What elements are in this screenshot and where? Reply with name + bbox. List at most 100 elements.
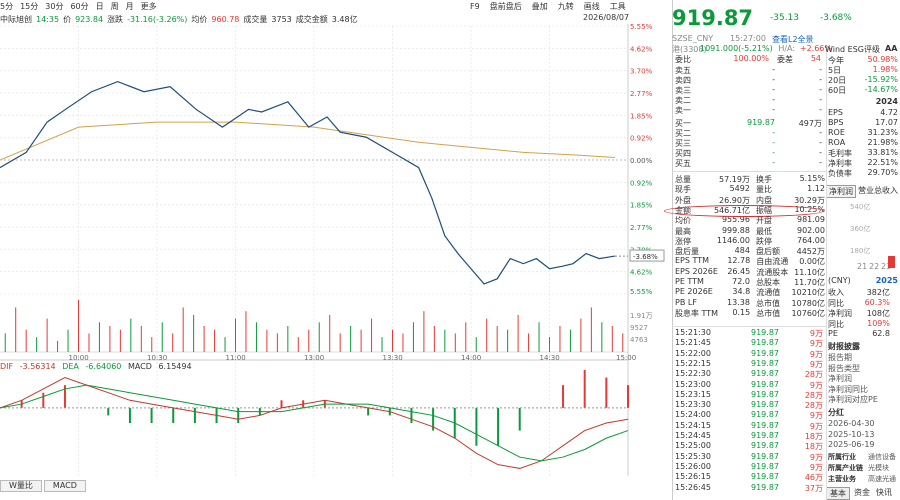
change-value: -31.16(-3.26%) [127,14,188,24]
quote-row: 2025-06-19 [828,440,898,449]
big-change: -35.13 [770,13,800,23]
dividend-date: 2026-04-30 [828,419,875,428]
perf-value: 1.98% [872,65,898,74]
quote-row: PE TTM 72.0 总股本 11.70亿 [675,277,825,288]
right-axis-label: 9527 [630,324,648,332]
bid-volume: - [819,148,822,157]
period-tab[interactable]: 周 [110,1,119,11]
stock-title: 中际旭创 [0,14,32,24]
tick-volume: 9万 [809,411,823,421]
bid-volume: - [819,158,822,167]
fin-label: ROE [828,128,845,137]
period-tab[interactable]: 30分 [45,1,64,11]
tick-volume: 9万 [809,452,823,462]
weibi-label: 委比 [675,55,691,64]
quote-row: 15:23:00 919.87 9万 [675,380,823,391]
tool-button[interactable]: 盘前盘后 [489,1,522,11]
quote-row: BPS 17.07 [828,118,898,127]
tool-button[interactable]: 九转 [557,1,574,11]
stat-value-2: 30.29万 [794,195,825,205]
side-tab-revenue[interactable]: 营业总收入 [858,186,898,195]
stat-value-2: 11.10亿 [794,267,826,277]
period-tab[interactable]: 日 [95,1,104,11]
divider [672,171,826,172]
quote-row: 总量 57.19万 换手 5.15% [675,174,825,185]
l2-badge[interactable]: 查看L2全景 [772,35,814,44]
fin-label: EPS [828,108,843,117]
current-time: 14:35 [36,14,60,24]
period-tab[interactable]: 15分 [20,1,39,11]
avg-label: 均价 [191,14,208,24]
indicator-tab[interactable]: MACD [43,480,86,492]
quote-row: 买五 - - [675,158,822,169]
amount-value: 3.48亿 [331,14,358,24]
side-axis-label: 540亿 [850,203,871,211]
panel-tab-news[interactable]: 快讯 [876,488,892,497]
ask-label: 卖五 [675,66,691,75]
ask-volume: - [819,105,822,114]
stat-value: 484 [734,246,750,256]
fin-label: 净利率 [828,159,852,168]
panel-tab-basic[interactable]: 基本 [826,487,850,500]
ha-value: +2.66% [799,44,832,53]
stat-value-2: 5.15% [799,174,825,183]
quote-row: 卖四 - - [675,75,822,86]
indicator-tabs: W量比 MACD [0,480,88,492]
tick-volume: 9万 [809,380,823,390]
tool-button[interactable]: 叠加 [531,1,548,11]
stat-value-2: 10210亿 [791,288,825,298]
tool-button[interactable]: 画线 [583,1,600,11]
bid-volume: - [819,138,822,147]
stat-value: 5492 [729,184,750,194]
quote-row: (CNY) 2025 [828,276,898,285]
fin-value: 17.07 [875,118,898,127]
fin2-unit: (CNY) [828,276,851,285]
fin2-value: 62.8 [872,329,890,338]
stat-value-2: 981.09 [796,215,825,225]
tick-volume: 28万 [804,390,823,400]
side-tab-profit[interactable]: 净利润 [826,185,856,198]
quote-row: 收入 382亿 [828,287,898,298]
side-bar [888,256,895,268]
panel-tab-fund[interactable]: 资金 [854,488,870,497]
quote-row: 卖五 - - [675,65,822,76]
stat-label-2: 换手 [755,175,772,184]
report-item: 报告类型 [828,363,860,373]
period-tab[interactable]: 更多 [140,1,157,11]
industry-label: 所属产业链 [828,464,863,472]
stat-label: 现手 [675,185,691,195]
chart-date: 2026/08/07 [583,13,630,22]
quote-row: 净利润 营业总收入 [826,185,900,198]
quote-row: 港(3308) 1091.000(-5.21%) H/A: +2.66% [672,44,832,55]
stat-value-2: 902.00 [796,225,825,235]
price-line [0,80,616,285]
quote-row: PB LF 13.38 总市值 10780亿 [675,298,825,309]
right-axis-label: 1.85% [630,112,653,120]
bid-label: 买四 [675,149,691,158]
big-price: 919.87 [672,6,754,30]
dif-label: DIF [0,362,14,371]
quote-row: 所属行业 通信设备 [828,452,900,462]
period-tab[interactable]: 60分 [70,1,89,11]
tool-button[interactable]: F9 [470,1,480,11]
period-tab[interactable]: 月 [125,1,134,11]
stat-label-2: 内盘 [755,195,772,205]
tick-volume: 9万 [809,359,823,369]
bid-volume: 497万 [798,119,822,128]
time-axis-label: 13:00 [304,354,324,362]
quote-row: 股息率 TTM 0.15 总市值 10760亿 [675,308,825,319]
intraday-chart[interactable]: 5.55% 4.62% 3.70% 2.77% 1.85% 0.92% 0.00% 0.92%… [0,24,672,480]
code-label: SZSE_CNY [672,34,714,43]
fin-value: 31.23% [867,128,898,137]
industry-value: 通信设备 [868,453,896,461]
tool-button[interactable]: 工具 [609,1,626,11]
quote-row: 净利润同比 [828,384,898,395]
tick-price: 919.87 [751,358,779,368]
tick-volume: 9万 [809,339,823,349]
right-axis-label: 2.77% [630,90,653,98]
dividend-date: 2025-10-13 [828,429,875,439]
period-tab[interactable]: 5分 [0,1,14,11]
bid-price: - [772,158,775,167]
stat-label: 涨停 [675,236,691,246]
indicator-tab[interactable]: W量比 [0,480,42,492]
